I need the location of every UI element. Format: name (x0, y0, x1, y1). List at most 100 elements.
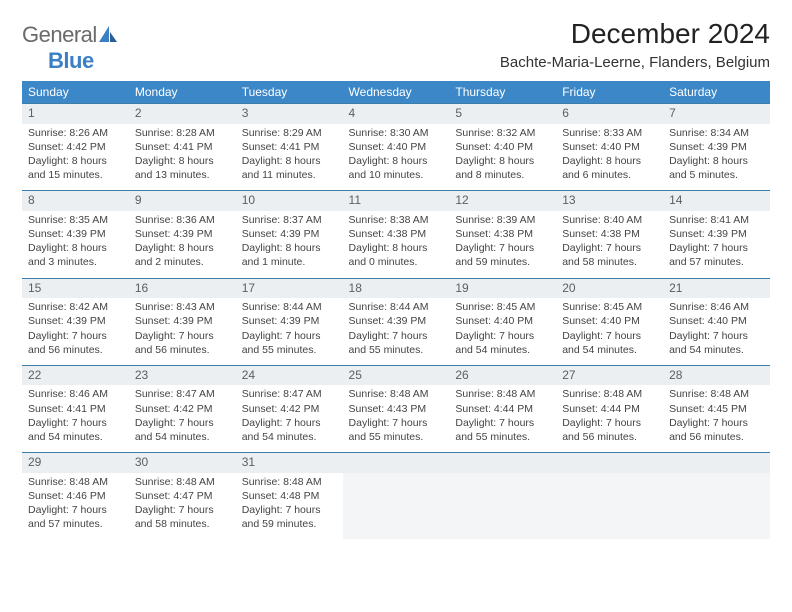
daylight-text-2: and 1 minute. (242, 255, 337, 269)
daylight-text-2: and 56 minutes. (669, 430, 764, 444)
sunrise-text: Sunrise: 8:30 AM (349, 126, 444, 140)
day-number-row: 22232425262728 (22, 365, 770, 385)
day-body-cell: Sunrise: 8:43 AMSunset: 4:39 PMDaylight:… (129, 298, 236, 365)
day-body-cell: Sunrise: 8:36 AMSunset: 4:39 PMDaylight:… (129, 211, 236, 278)
sunset-text: Sunset: 4:39 PM (28, 314, 123, 328)
day-body-cell: Sunrise: 8:42 AMSunset: 4:39 PMDaylight:… (22, 298, 129, 365)
weekday-header: Thursday (449, 81, 556, 104)
day-number-cell: 23 (129, 365, 236, 385)
sunrise-text: Sunrise: 8:33 AM (562, 126, 657, 140)
day-body-cell: Sunrise: 8:26 AMSunset: 4:42 PMDaylight:… (22, 124, 129, 191)
daylight-text-1: Daylight: 7 hours (135, 416, 230, 430)
day-body-cell: Sunrise: 8:44 AMSunset: 4:39 PMDaylight:… (343, 298, 450, 365)
sunset-text: Sunset: 4:42 PM (28, 140, 123, 154)
day-number-cell: 12 (449, 191, 556, 211)
daylight-text-2: and 55 minutes. (349, 430, 444, 444)
sunset-text: Sunset: 4:39 PM (242, 227, 337, 241)
sunset-text: Sunset: 4:48 PM (242, 489, 337, 503)
sunrise-text: Sunrise: 8:46 AM (669, 300, 764, 314)
day-number-cell: 15 (22, 278, 129, 298)
day-body-cell: Sunrise: 8:44 AMSunset: 4:39 PMDaylight:… (236, 298, 343, 365)
day-body-cell: Sunrise: 8:48 AMSunset: 4:48 PMDaylight:… (236, 473, 343, 540)
logo-text-gray: General (22, 22, 97, 47)
sunset-text: Sunset: 4:44 PM (455, 402, 550, 416)
day-number-cell: 19 (449, 278, 556, 298)
sunrise-text: Sunrise: 8:37 AM (242, 213, 337, 227)
sunrise-text: Sunrise: 8:48 AM (242, 475, 337, 489)
day-number-cell: 18 (343, 278, 450, 298)
logo-text-blue: Blue (48, 48, 94, 73)
day-number-cell: 3 (236, 104, 343, 124)
sunset-text: Sunset: 4:41 PM (135, 140, 230, 154)
sunset-text: Sunset: 4:38 PM (349, 227, 444, 241)
day-body-cell: Sunrise: 8:41 AMSunset: 4:39 PMDaylight:… (663, 211, 770, 278)
day-body-cell: Sunrise: 8:46 AMSunset: 4:41 PMDaylight:… (22, 385, 129, 452)
sunrise-text: Sunrise: 8:34 AM (669, 126, 764, 140)
daylight-text-1: Daylight: 8 hours (135, 154, 230, 168)
daylight-text-1: Daylight: 7 hours (562, 241, 657, 255)
sunset-text: Sunset: 4:39 PM (135, 227, 230, 241)
day-number-cell: 7 (663, 104, 770, 124)
daylight-text-1: Daylight: 8 hours (349, 241, 444, 255)
weekday-header: Sunday (22, 81, 129, 104)
day-number-cell: 28 (663, 365, 770, 385)
sunset-text: Sunset: 4:39 PM (28, 227, 123, 241)
sunset-text: Sunset: 4:38 PM (455, 227, 550, 241)
day-number-cell: 11 (343, 191, 450, 211)
daylight-text-2: and 54 minutes. (669, 343, 764, 357)
daylight-text-2: and 56 minutes. (135, 343, 230, 357)
day-number-row: 891011121314 (22, 191, 770, 211)
sunrise-text: Sunrise: 8:44 AM (242, 300, 337, 314)
day-number-cell (343, 453, 450, 473)
daylight-text-1: Daylight: 8 hours (562, 154, 657, 168)
daylight-text-2: and 56 minutes. (562, 430, 657, 444)
sunset-text: Sunset: 4:41 PM (28, 402, 123, 416)
weekday-header: Monday (129, 81, 236, 104)
day-body-cell: Sunrise: 8:45 AMSunset: 4:40 PMDaylight:… (556, 298, 663, 365)
daylight-text-2: and 0 minutes. (349, 255, 444, 269)
daylight-text-2: and 55 minutes. (242, 343, 337, 357)
day-number-cell: 30 (129, 453, 236, 473)
daylight-text-2: and 2 minutes. (135, 255, 230, 269)
daylight-text-1: Daylight: 7 hours (349, 329, 444, 343)
sunset-text: Sunset: 4:40 PM (455, 140, 550, 154)
day-body-cell: Sunrise: 8:34 AMSunset: 4:39 PMDaylight:… (663, 124, 770, 191)
daylight-text-1: Daylight: 7 hours (455, 416, 550, 430)
daylight-text-1: Daylight: 8 hours (455, 154, 550, 168)
daylight-text-2: and 59 minutes. (242, 517, 337, 531)
day-body-cell: Sunrise: 8:30 AMSunset: 4:40 PMDaylight:… (343, 124, 450, 191)
daylight-text-1: Daylight: 8 hours (135, 241, 230, 255)
sunset-text: Sunset: 4:40 PM (455, 314, 550, 328)
daylight-text-2: and 11 minutes. (242, 168, 337, 182)
day-body-row: Sunrise: 8:48 AMSunset: 4:46 PMDaylight:… (22, 473, 770, 540)
day-body-cell: Sunrise: 8:28 AMSunset: 4:41 PMDaylight:… (129, 124, 236, 191)
sunset-text: Sunset: 4:38 PM (562, 227, 657, 241)
sunrise-text: Sunrise: 8:28 AM (135, 126, 230, 140)
daylight-text-1: Daylight: 7 hours (28, 329, 123, 343)
day-body-cell (449, 473, 556, 540)
weekday-header: Friday (556, 81, 663, 104)
day-body-cell (556, 473, 663, 540)
day-body-cell: Sunrise: 8:37 AMSunset: 4:39 PMDaylight:… (236, 211, 343, 278)
sunrise-text: Sunrise: 8:48 AM (455, 387, 550, 401)
weekday-header-row: Sunday Monday Tuesday Wednesday Thursday… (22, 81, 770, 104)
daylight-text-1: Daylight: 7 hours (669, 241, 764, 255)
sunset-text: Sunset: 4:46 PM (28, 489, 123, 503)
day-body-cell: Sunrise: 8:38 AMSunset: 4:38 PMDaylight:… (343, 211, 450, 278)
day-body-row: Sunrise: 8:46 AMSunset: 4:41 PMDaylight:… (22, 385, 770, 452)
daylight-text-1: Daylight: 7 hours (242, 416, 337, 430)
day-body-cell: Sunrise: 8:48 AMSunset: 4:44 PMDaylight:… (449, 385, 556, 452)
weekday-header: Tuesday (236, 81, 343, 104)
day-body-cell: Sunrise: 8:29 AMSunset: 4:41 PMDaylight:… (236, 124, 343, 191)
sunrise-text: Sunrise: 8:40 AM (562, 213, 657, 227)
day-number-cell: 10 (236, 191, 343, 211)
sunrise-text: Sunrise: 8:46 AM (28, 387, 123, 401)
day-body-cell: Sunrise: 8:46 AMSunset: 4:40 PMDaylight:… (663, 298, 770, 365)
day-number-cell: 6 (556, 104, 663, 124)
daylight-text-1: Daylight: 7 hours (28, 416, 123, 430)
daylight-text-2: and 13 minutes. (135, 168, 230, 182)
sunrise-text: Sunrise: 8:38 AM (349, 213, 444, 227)
day-body-cell: Sunrise: 8:47 AMSunset: 4:42 PMDaylight:… (129, 385, 236, 452)
sunset-text: Sunset: 4:40 PM (669, 314, 764, 328)
day-body-cell: Sunrise: 8:32 AMSunset: 4:40 PMDaylight:… (449, 124, 556, 191)
